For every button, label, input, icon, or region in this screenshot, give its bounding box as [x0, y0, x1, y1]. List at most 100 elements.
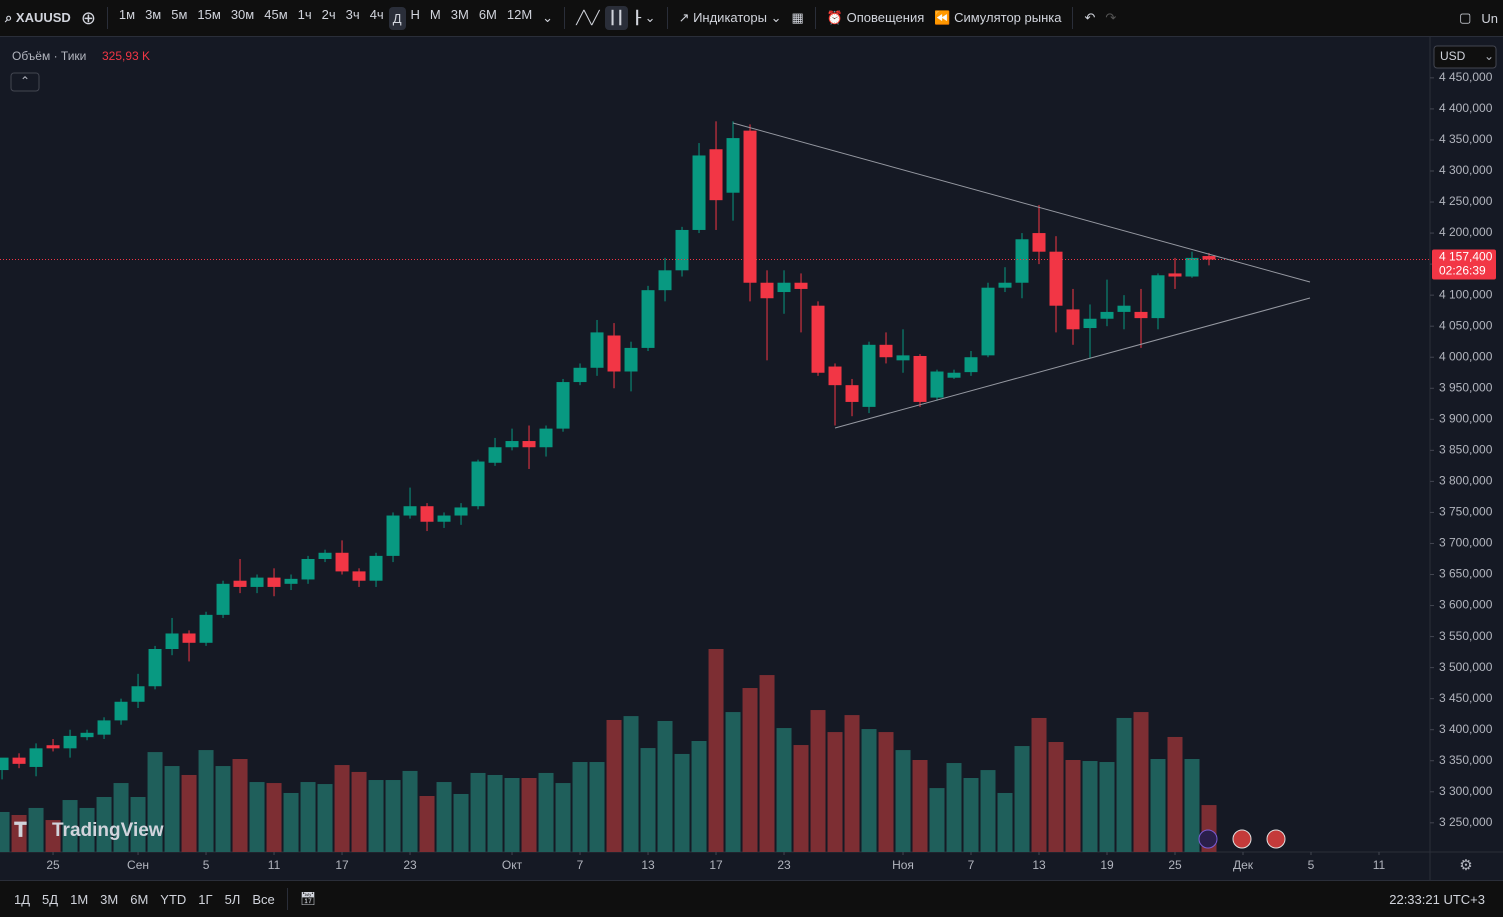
candle-body — [845, 385, 859, 402]
candle-body — [777, 282, 791, 293]
y-tick-label: 3 950,000 — [1439, 380, 1493, 394]
range-button[interactable]: 6М — [130, 891, 149, 907]
range-button[interactable]: 1Д — [14, 891, 31, 907]
clock[interactable]: 22:33:21 UTC+3 — [1389, 891, 1485, 907]
currency-menu[interactable]: ⌄ — [1484, 49, 1494, 63]
currency[interactable]: USD — [1440, 49, 1466, 63]
range-button[interactable]: 1М — [70, 891, 89, 907]
candle-body — [284, 578, 298, 584]
event-icon[interactable] — [1198, 829, 1218, 849]
interval-button[interactable]: 1ч — [297, 6, 312, 22]
alerts-label[interactable]: Оповещения — [846, 10, 925, 25]
event-flag[interactable] — [1266, 829, 1286, 849]
candle-body — [454, 507, 468, 516]
replay-label[interactable]: Симулятор рынка — [954, 10, 1062, 25]
indicators-button[interactable]: ↗ Индикаторы ⌄ — [678, 10, 782, 25]
symbol[interactable]: XAUUSD — [15, 10, 71, 25]
plot: 3 250,000 3 300,000 3 350,000 3 400,000 3 45… — [0, 70, 1496, 872]
alerts-button[interactable]: ⏰ Оповещения — [826, 10, 925, 25]
settings-icon[interactable]: ⚙ — [1459, 857, 1472, 874]
collapse-icon[interactable]: ⌃ — [20, 74, 30, 88]
candle-body — [1032, 233, 1046, 252]
range-button[interactable]: 5Л — [224, 891, 241, 907]
candle-style[interactable]: ┃┃ — [604, 6, 629, 30]
volume-bar — [487, 774, 503, 852]
interval-group: 1м 3м 5м 15м 30м 45м 1ч 2ч 3ч 4ч Д Н М 3М 6М 12М — [114, 6, 537, 30]
candle-body — [947, 372, 961, 378]
symbol-search[interactable]: ⌕ XAUUSD — [5, 10, 71, 25]
interval-button[interactable]: 3ч — [345, 6, 360, 22]
interval-button[interactable]: 30м — [230, 6, 255, 22]
candle-body — [369, 555, 383, 581]
goto-date[interactable]: 📅︎ — [299, 891, 317, 906]
volume-bar — [521, 777, 537, 852]
y-tick-label: 3 550,000 — [1439, 629, 1493, 643]
currency-box[interactable] — [1433, 45, 1497, 69]
line-style[interactable]: ╱╲╱ — [576, 10, 600, 25]
y-tick-label: 3 500,000 — [1439, 660, 1493, 674]
trend-line-upper[interactable] — [732, 122, 1311, 283]
x-tick-label: 11 — [268, 858, 281, 872]
volume-bar — [759, 675, 775, 852]
volume-bar — [861, 729, 877, 852]
y-tick-label: 4 450,000 — [1439, 70, 1493, 84]
range-button[interactable]: Все — [252, 891, 275, 907]
replay-button[interactable]: ⏪ Симулятор рынка — [934, 10, 1062, 25]
separator — [286, 888, 288, 910]
account[interactable]: Un — [1481, 10, 1498, 26]
separator — [106, 7, 108, 29]
volume-bar — [113, 783, 129, 852]
interval-button[interactable]: 6М — [478, 6, 497, 22]
candle-body — [131, 686, 145, 702]
interval-button[interactable]: 12М — [506, 6, 533, 22]
volume-legend: 325,93 K — [102, 49, 150, 63]
trend-line-lower[interactable] — [834, 297, 1311, 429]
y-tick-label: 3 350,000 — [1439, 753, 1493, 767]
interval-button[interactable]: Н — [410, 6, 420, 22]
interval-button[interactable]: 15м — [197, 6, 221, 22]
volume-bar — [283, 792, 299, 852]
candle-body — [403, 506, 417, 516]
candle-body — [1015, 239, 1029, 283]
redo-button[interactable]: ↷ — [1105, 10, 1117, 25]
countdown: 02:26:39 — [1439, 264, 1486, 278]
candle-body — [879, 344, 893, 358]
fullscreen-button[interactable]: ▢ — [1459, 10, 1472, 25]
event-flag[interactable] — [1232, 829, 1252, 849]
x-tick-label: Окт — [502, 858, 523, 872]
interval-button[interactable]: 3М — [450, 6, 469, 22]
interval-button[interactable]: М — [429, 6, 441, 22]
interval-menu[interactable]: ⌄ — [542, 10, 554, 25]
y-tick-label: 3 250,000 — [1439, 815, 1493, 829]
volume-bar — [1099, 762, 1115, 852]
interval-button[interactable]: Д — [388, 6, 406, 30]
range-button[interactable]: YTD — [160, 891, 187, 907]
x-tick-label: Ноя — [892, 858, 914, 872]
candle-body — [471, 461, 485, 507]
volume-bar — [1048, 742, 1064, 852]
candle-body — [233, 580, 247, 587]
interval-button[interactable]: 1м — [118, 6, 136, 22]
indicators-label[interactable]: Индикаторы — [693, 10, 767, 25]
logo: TradingView — [52, 820, 164, 841]
volume-bar — [45, 820, 61, 852]
volume-bar — [929, 788, 945, 852]
volume-bar — [793, 745, 809, 852]
interval-button[interactable]: 5м — [171, 6, 188, 22]
interval-button[interactable]: 2ч — [321, 6, 336, 22]
layouts-button[interactable]: ▦ — [791, 10, 804, 25]
undo-button[interactable]: ↶ — [1084, 10, 1096, 25]
bar-style[interactable]: ┠ ⌄ — [633, 10, 656, 25]
volume-bar — [1133, 712, 1149, 852]
range-button[interactable]: 5Д — [42, 891, 59, 907]
range-button[interactable]: 1Г — [198, 891, 213, 907]
top-toolbar: ⌕ XAUUSD ⊕ 1м 3м 5м 15м 30м 45м 1ч 2ч 3ч 4ч Д Н М 3М 6… — [0, 0, 1503, 37]
interval-button[interactable]: 4ч — [369, 6, 384, 22]
volume-bar — [96, 797, 112, 852]
interval-button[interactable]: 3м — [145, 6, 162, 22]
compare-button[interactable]: ⊕ — [80, 7, 96, 28]
collapse-button[interactable] — [10, 72, 40, 92]
range-button[interactable]: 3М — [100, 891, 119, 907]
interval-button[interactable]: 45м — [264, 6, 288, 22]
